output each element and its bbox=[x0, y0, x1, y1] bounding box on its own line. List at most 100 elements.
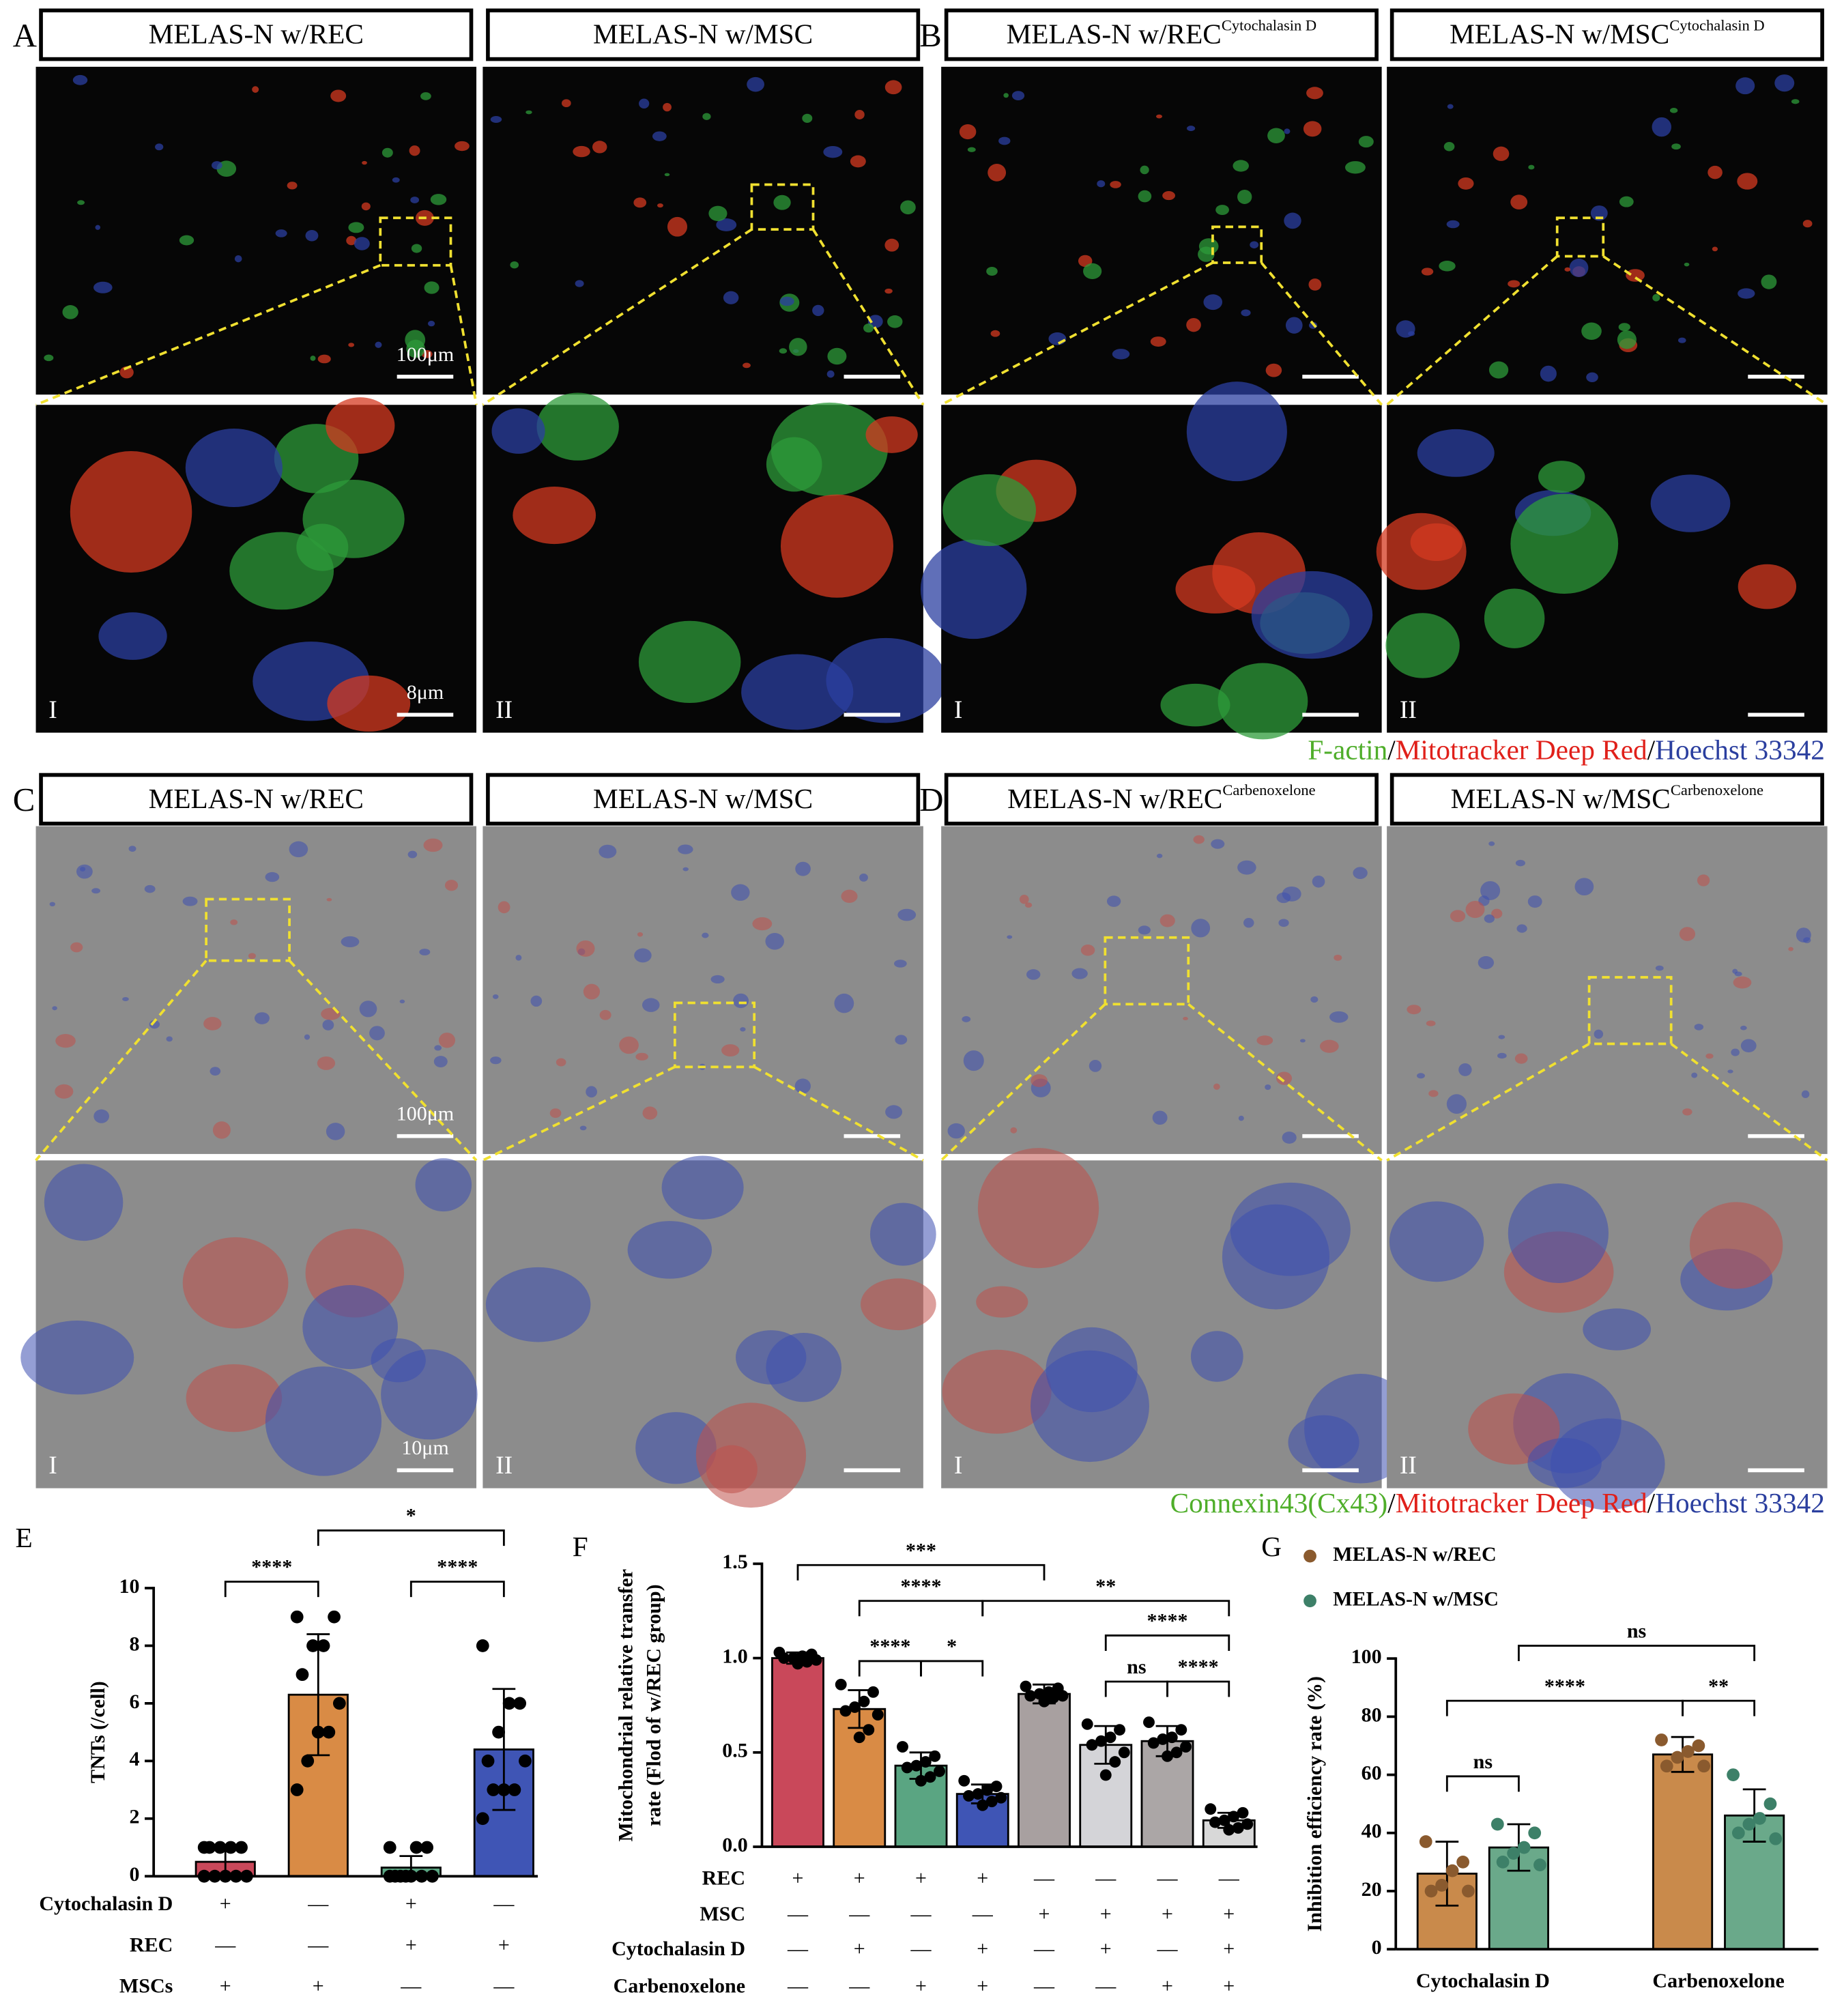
cell bbox=[861, 1278, 936, 1331]
cell bbox=[740, 1027, 746, 1032]
scale-label: 8μm bbox=[407, 681, 444, 704]
cell bbox=[420, 92, 431, 100]
data-point bbox=[508, 1783, 521, 1796]
cell bbox=[1243, 918, 1254, 928]
cell bbox=[1303, 121, 1322, 137]
cell bbox=[317, 1056, 336, 1070]
cell bbox=[583, 983, 601, 1000]
data-point bbox=[934, 1766, 945, 1777]
cell bbox=[1538, 461, 1585, 493]
zoom-box bbox=[1211, 225, 1263, 264]
cell bbox=[492, 994, 499, 999]
y-tick-label: 6 bbox=[130, 1690, 140, 1713]
stain-name: / bbox=[1647, 734, 1656, 766]
cell bbox=[1697, 874, 1710, 887]
cell bbox=[1083, 263, 1102, 280]
panel-title: MELAS-N w/RECCarbenoxelone bbox=[1007, 781, 1315, 814]
cell bbox=[1106, 895, 1121, 907]
y-tick-label: 10 bbox=[119, 1575, 140, 1598]
cell bbox=[119, 366, 134, 379]
cell bbox=[76, 864, 93, 879]
stain-name: / bbox=[1387, 1487, 1396, 1518]
cell bbox=[1740, 1039, 1757, 1053]
cell bbox=[498, 901, 510, 914]
cell bbox=[70, 942, 83, 953]
cell bbox=[1110, 181, 1121, 188]
data-point bbox=[203, 1841, 216, 1854]
cell bbox=[405, 330, 426, 350]
cell bbox=[185, 429, 283, 508]
data-point bbox=[420, 1841, 434, 1854]
cell bbox=[1733, 976, 1752, 989]
title-box bbox=[486, 8, 921, 61]
cell bbox=[265, 872, 280, 882]
cell bbox=[1791, 99, 1800, 104]
cell bbox=[826, 370, 835, 378]
cell bbox=[850, 155, 866, 168]
data-point bbox=[897, 1741, 908, 1753]
cell bbox=[44, 354, 54, 362]
cell bbox=[348, 222, 364, 233]
cell bbox=[710, 975, 725, 984]
panel-letter: B bbox=[919, 17, 942, 54]
panel-numeral: II bbox=[1400, 1452, 1417, 1480]
cell bbox=[1590, 205, 1608, 221]
title-text: MELAS-N w/REC bbox=[1007, 18, 1222, 50]
cell bbox=[212, 1121, 231, 1139]
cell bbox=[887, 315, 903, 328]
cell bbox=[1594, 1029, 1604, 1039]
cell bbox=[634, 948, 652, 963]
x-tick-label: Cytochalasin D bbox=[1416, 1970, 1550, 1992]
stain-name: Mitotracker Deep Red bbox=[1396, 734, 1647, 766]
cell bbox=[556, 1058, 566, 1067]
data-point bbox=[810, 1654, 822, 1666]
condition-value: + bbox=[1162, 1974, 1173, 1997]
data-point bbox=[1533, 1858, 1546, 1872]
data-point bbox=[1038, 1695, 1050, 1708]
zoom-line bbox=[449, 265, 478, 405]
cell bbox=[1731, 1048, 1740, 1056]
data-point bbox=[1143, 1716, 1155, 1729]
significance-label: ** bbox=[1095, 1575, 1116, 1598]
data-point bbox=[958, 1774, 970, 1787]
cell bbox=[1480, 881, 1501, 900]
cell bbox=[1508, 280, 1521, 288]
cell bbox=[1416, 1073, 1425, 1079]
cell bbox=[549, 1108, 562, 1119]
cell bbox=[234, 255, 242, 263]
title-text: MELAS-N w/MSC bbox=[1451, 783, 1671, 814]
data-point bbox=[1104, 1731, 1117, 1744]
cell bbox=[642, 998, 660, 1012]
data-point bbox=[1048, 1692, 1059, 1704]
cell bbox=[963, 1050, 984, 1071]
cell bbox=[433, 1056, 448, 1068]
cell bbox=[302, 1285, 398, 1370]
cell bbox=[1190, 1331, 1243, 1382]
cell bbox=[823, 146, 843, 158]
cell bbox=[62, 305, 78, 319]
y-axis-label: Inhibition efficiency rate (%) bbox=[1303, 1676, 1326, 1931]
cell bbox=[841, 889, 858, 904]
panel-letter: D bbox=[919, 781, 943, 818]
cell bbox=[419, 949, 431, 955]
panel-letter: G bbox=[1261, 1531, 1282, 1562]
cell bbox=[182, 896, 198, 906]
cell bbox=[1514, 1053, 1528, 1064]
cell bbox=[1284, 128, 1291, 134]
cell bbox=[1619, 196, 1634, 207]
zoom-line bbox=[1670, 1043, 1828, 1162]
panel-title: MELAS-N w/MSC bbox=[593, 18, 813, 50]
data-point bbox=[1424, 1884, 1438, 1898]
cell bbox=[155, 143, 164, 151]
y-tick-label: 1.0 bbox=[722, 1645, 748, 1667]
condition-value: + bbox=[405, 1892, 417, 1915]
data-point bbox=[1086, 1739, 1098, 1751]
zoom-line bbox=[288, 960, 478, 1162]
cell bbox=[663, 102, 672, 112]
cell bbox=[827, 347, 847, 365]
cell bbox=[1484, 588, 1545, 648]
data-point bbox=[1157, 1733, 1169, 1745]
cell bbox=[1089, 1059, 1102, 1072]
data-point bbox=[214, 1841, 227, 1854]
significance-bracket bbox=[1682, 1699, 1756, 1716]
